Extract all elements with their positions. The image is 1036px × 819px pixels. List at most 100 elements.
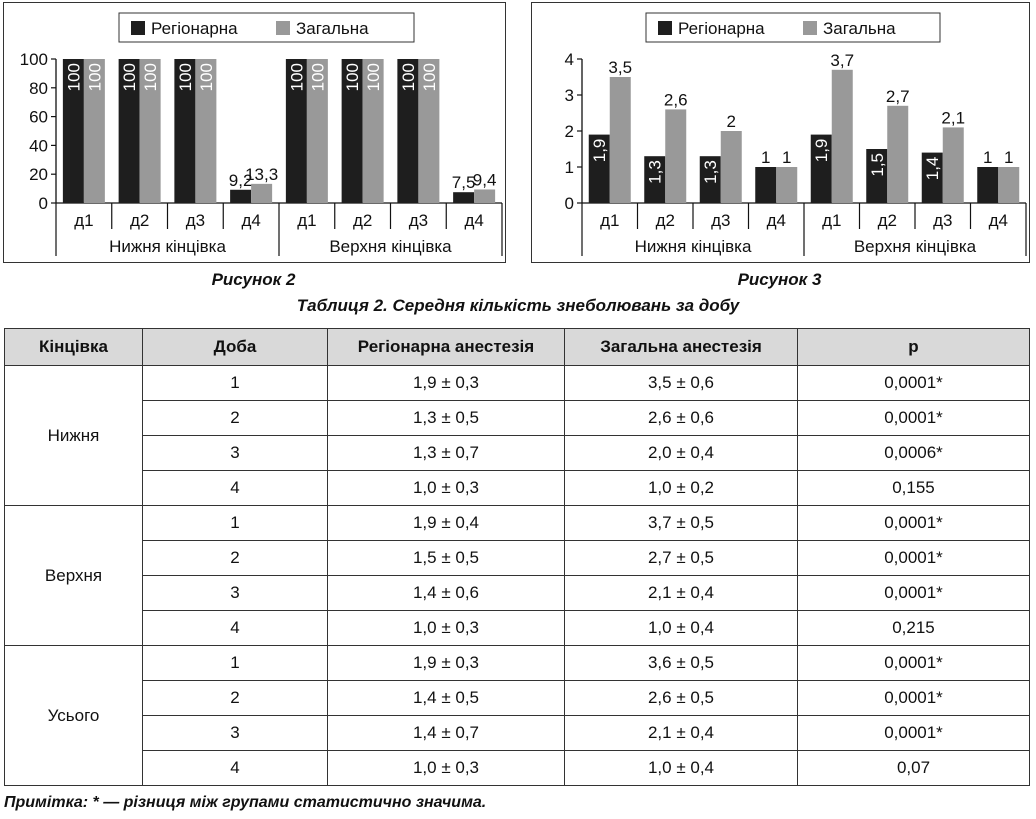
p-value-cell: 0,0001*	[797, 680, 1030, 716]
general-cell: 2,7 ± 0,5	[564, 540, 798, 576]
data-label: 2,1	[941, 108, 965, 127]
data-label: 7,5	[452, 173, 476, 192]
y-tick-label: 40	[29, 136, 48, 155]
bar-regional	[230, 189, 252, 203]
data-label: 100	[141, 63, 160, 91]
data-label: 1	[983, 148, 992, 167]
p-value-cell: 0,0001*	[797, 575, 1030, 611]
bar-general	[418, 59, 440, 203]
table-row: Верхня 1 1,9 ± 0,4 3,7 ± 0,5 0,0001*	[4, 505, 1030, 646]
table-title: Таблиця 2. Середня кількість знеболювань…	[296, 296, 740, 315]
day-cell: 1	[142, 505, 328, 541]
p-value-cell: 0,0001*	[797, 365, 1030, 401]
regional-cell: 1,0 ± 0,3	[327, 470, 565, 506]
bar-regional	[755, 167, 777, 203]
header-regional: Регіонарна анестезія	[327, 328, 565, 366]
general-cell: 1,0 ± 0,2	[564, 470, 798, 506]
table-row: 3 1,4 ± 0,7 2,1 ± 0,4 0,0001*	[5, 715, 1030, 751]
y-tick-label: 0	[39, 194, 48, 213]
data-label: 3,7	[830, 51, 854, 70]
data-label: 100	[64, 63, 83, 91]
bar-general	[831, 69, 853, 203]
data-label: 100	[308, 63, 327, 91]
general-cell: 2,0 ± 0,4	[564, 435, 798, 471]
table-row: 4 1,0 ± 0,3 1,0 ± 0,2 0,155	[5, 470, 1030, 506]
day-cell: 3	[142, 575, 328, 611]
y-tick-label: 3	[565, 86, 574, 105]
legend-swatch-0	[658, 21, 672, 35]
regional-cell: 1,0 ± 0,3	[327, 750, 565, 786]
bar-regional	[285, 59, 307, 203]
x-tick-label: д4	[989, 211, 1008, 230]
bar-general	[139, 59, 161, 203]
day-cell: 3	[142, 715, 328, 751]
x-tick-label: д3	[933, 211, 952, 230]
regional-cell: 1,3 ± 0,7	[327, 435, 565, 471]
data-label: 100	[399, 63, 418, 91]
bar-regional	[866, 149, 888, 203]
bar-general	[195, 59, 217, 203]
bar-chart-figure-2: Регіонарна Загальна 0 20 40 60 80 100 д1 д2 д3 д4 д1…	[20, 12, 503, 256]
p-value-cell: 0,0001*	[797, 540, 1030, 576]
data-label: 2,6	[664, 90, 688, 109]
regional-cell: 1,4 ± 0,5	[327, 680, 565, 716]
bar-general	[998, 167, 1020, 203]
bar-general	[887, 105, 909, 203]
general-cell: 2,6 ± 0,5	[564, 680, 798, 716]
legend-swatch-0	[131, 21, 145, 35]
p-value-cell: 0,0001*	[797, 645, 1030, 681]
table-row: 2 1,3 ± 0,5 2,6 ± 0,6 0,0001*	[5, 400, 1030, 436]
x-tick-label: д2	[353, 211, 372, 230]
table-row: 2 1,5 ± 0,5 2,7 ± 0,5 0,0001*	[5, 540, 1030, 576]
legend-label-0: Регіонарна	[678, 19, 765, 38]
general-cell: 3,6 ± 0,5	[564, 645, 798, 681]
table-row: Нижня 1 1,9 ± 0,3 3,5 ± 0,6 0,0001*	[4, 365, 1030, 506]
general-cell: 2,1 ± 0,4	[564, 575, 798, 611]
bar-general	[306, 59, 328, 203]
general-cell: 3,7 ± 0,5	[564, 505, 798, 541]
regional-cell: 1,5 ± 0,5	[327, 540, 565, 576]
data-label: 100	[343, 63, 362, 91]
legend-label-1: Загальна	[296, 19, 369, 38]
legend: Регіонарна Загальна	[118, 12, 415, 43]
day-cell: 2	[142, 400, 328, 436]
table-row: 4 1,0 ± 0,3 1,0 ± 0,4 0,07	[5, 750, 1030, 786]
table-row: 4 1,0 ± 0,3 1,0 ± 0,4 0,215	[5, 610, 1030, 646]
bar-regional	[62, 59, 84, 203]
day-cell: 4	[142, 750, 328, 786]
y-tick-label: 60	[29, 108, 48, 127]
x-tick-label: д4	[767, 211, 786, 230]
bar-general	[720, 131, 742, 203]
data-label: 100	[85, 63, 104, 91]
x-tick-label: д1	[822, 211, 841, 230]
day-cell: 1	[142, 365, 328, 401]
general-cell: 1,0 ± 0,4	[564, 610, 798, 646]
header-general: Загальна анестезія	[564, 328, 798, 366]
regional-cell: 1,0 ± 0,3	[327, 610, 565, 646]
data-label: 1	[1004, 148, 1013, 167]
day-cell: 1	[142, 645, 328, 681]
legend-box	[645, 12, 941, 43]
general-cell: 3,5 ± 0,6	[564, 365, 798, 401]
data-label: 1,3	[646, 160, 665, 184]
bar-regional	[397, 59, 419, 203]
legend-swatch-1	[803, 21, 817, 35]
bar-general	[665, 109, 687, 203]
y-tick-label: 80	[29, 79, 48, 98]
bar-regional	[341, 59, 363, 203]
header-limb: Кінцівка	[4, 328, 143, 366]
data-label: 100	[287, 63, 306, 91]
day-cell: 4	[142, 610, 328, 646]
figure-3-caption: Рисунок 3	[737, 270, 822, 289]
p-value-cell: 0,0001*	[797, 505, 1030, 541]
x-group-label: Нижня кінцівка	[109, 237, 226, 256]
data-label: 1,9	[812, 139, 831, 163]
y-tick-label: 0	[565, 194, 574, 213]
x-tick-label: д3	[186, 211, 205, 230]
data-label: 9,2	[229, 171, 253, 190]
data-label: 100	[120, 63, 139, 91]
regional-cell: 1,4 ± 0,6	[327, 575, 565, 611]
data-label: 1,4	[923, 157, 942, 181]
legend-swatch-1	[276, 21, 290, 35]
bar-general	[251, 183, 273, 203]
